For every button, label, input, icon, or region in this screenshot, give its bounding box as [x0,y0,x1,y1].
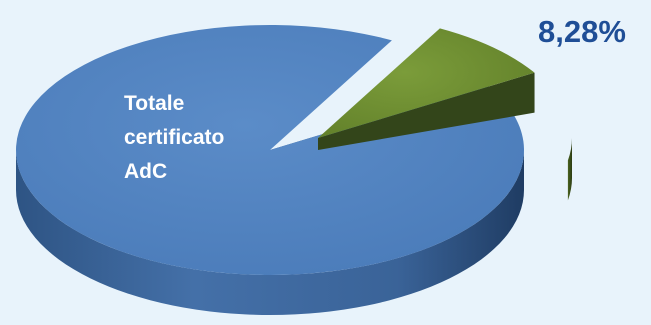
slice-totale-certificato [16,25,525,275]
slice-label-totale-certificato: Totale certificato AdC [124,92,224,183]
slice-side-exploded [567,138,572,201]
slice-wall-exploded [318,72,535,150]
slice-value-label-exploded: 8,28% [538,14,626,49]
slice-exploded [318,28,535,139]
slice-side-totale-certificato [16,150,524,315]
